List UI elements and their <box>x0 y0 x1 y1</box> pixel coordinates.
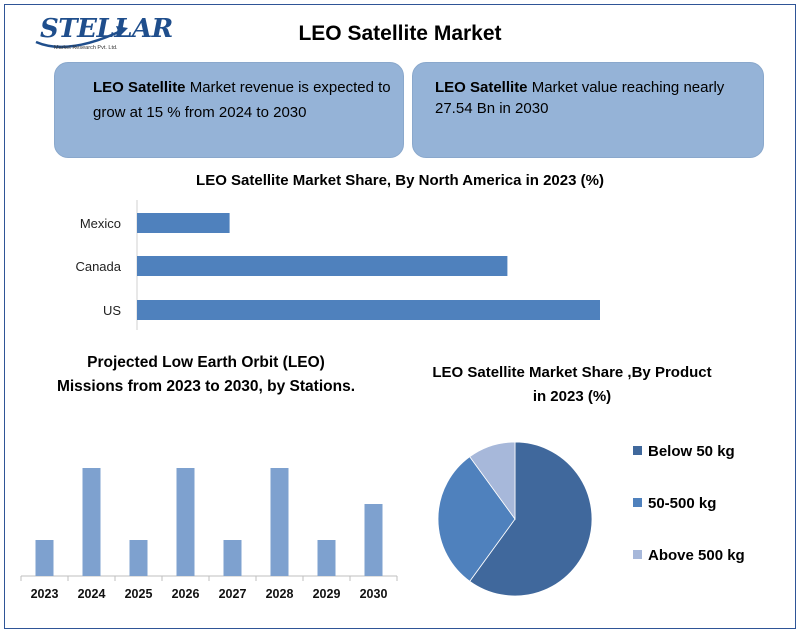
growth-info-bold: LEO Satellite <box>93 79 186 96</box>
vbar-2027 <box>224 540 242 576</box>
vbar-2030 <box>365 504 383 576</box>
vbar-label-2024: 2024 <box>78 587 106 601</box>
legend-swatch <box>633 498 642 507</box>
page-title: LEO Satellite Market <box>0 22 800 46</box>
hbar-us <box>137 300 600 320</box>
vbar-2024 <box>83 468 101 576</box>
legend-label: Above 500 kg <box>648 547 745 564</box>
vbar-label-2030: 2030 <box>360 587 388 601</box>
legend-item-above-500-kg: Above 500 kg <box>633 547 745 564</box>
legend-label: Below 50 kg <box>648 443 735 460</box>
product-share-pie-chart <box>430 432 600 602</box>
legend-item-below-50-kg: Below 50 kg <box>633 443 735 460</box>
vbar-2029 <box>318 540 336 576</box>
vbar-2025 <box>130 540 148 576</box>
legend-swatch <box>633 446 642 455</box>
value-info-bold: LEO Satellite <box>435 79 528 96</box>
legend-label: 50-500 kg <box>648 495 716 512</box>
growth-info-box: LEO Satellite Market revenue is expected… <box>54 62 404 158</box>
legend-item-50-500-kg: 50-500 kg <box>633 495 716 512</box>
vbar-label-2028: 2028 <box>266 587 294 601</box>
vbar-label-2029: 2029 <box>313 587 341 601</box>
vbar-2023 <box>36 540 54 576</box>
hbar-label-canada: Canada <box>75 259 121 274</box>
hbar-canada <box>137 256 507 276</box>
hbar-label-us: US <box>103 303 121 318</box>
leo-missions-chart-title: Projected Low Earth Orbit (LEO) Missions… <box>56 351 356 399</box>
product-share-chart-title: LEO Satellite Market Share ,By Product i… <box>432 361 712 409</box>
hbar-mexico <box>137 213 230 233</box>
vbar-label-2025: 2025 <box>125 587 153 601</box>
value-info-box: LEO Satellite Market value reaching near… <box>412 62 764 158</box>
legend-swatch <box>633 550 642 559</box>
vbar-2026 <box>177 468 195 576</box>
vbar-2028 <box>271 468 289 576</box>
north-america-chart-title: LEO Satellite Market Share, By North Ame… <box>0 172 800 189</box>
vbar-label-2026: 2026 <box>172 587 200 601</box>
hbar-label-mexico: Mexico <box>80 216 121 231</box>
north-america-bar-chart: Mexico Canada US <box>0 195 800 335</box>
vbar-label-2027: 2027 <box>219 587 247 601</box>
vbar-label-2023: 2023 <box>31 587 59 601</box>
leo-missions-bar-chart: 2023 2024 2025 2026 2027 2028 2029 2030 <box>0 450 420 610</box>
